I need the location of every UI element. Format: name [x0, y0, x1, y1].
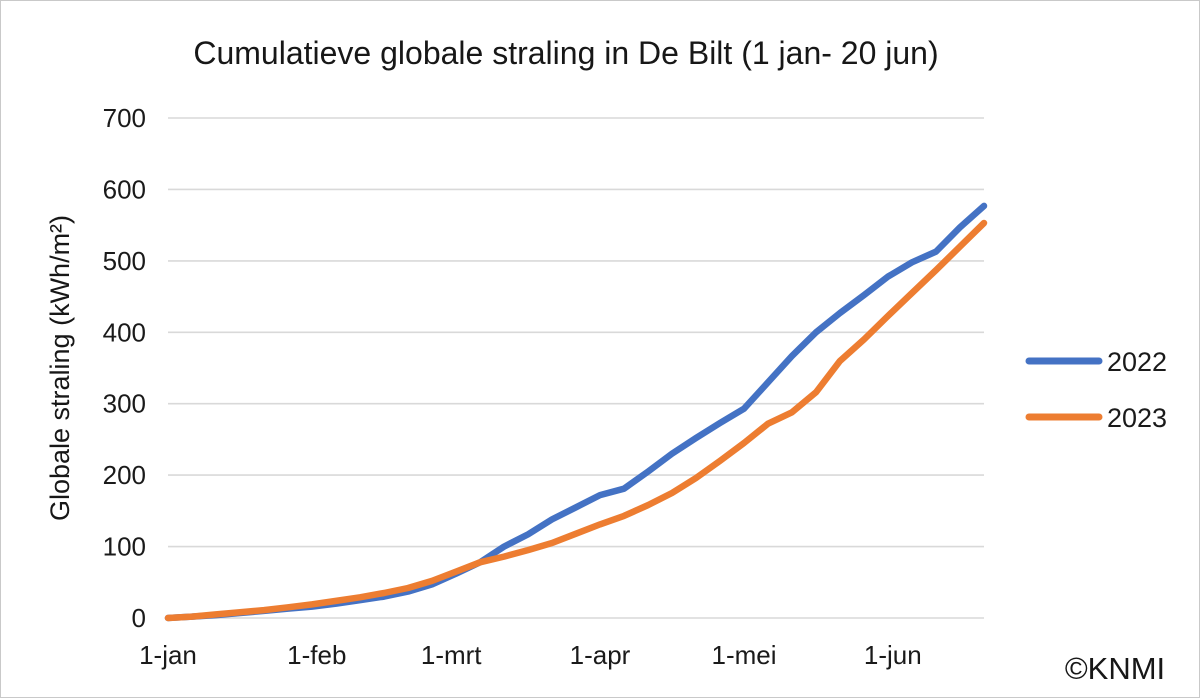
chart-title: Cumulatieve globale straling in De Bilt … — [193, 35, 938, 71]
y-tick-label: 400 — [103, 317, 146, 347]
x-tick-labels: 1-jan 1-feb 1-mrt 1-apr 1-mei 1-jun — [139, 640, 922, 670]
x-tick-label: 1-jun — [864, 640, 922, 670]
x-tick-label: 1-jan — [139, 640, 197, 670]
y-tick-label: 600 — [103, 174, 146, 204]
legend: 2022 2023 — [1025, 347, 1167, 433]
x-tick-label: 1-mei — [711, 640, 776, 670]
y-tick-labels: 0 100 200 300 400 500 600 700 — [103, 103, 146, 633]
gridlines — [168, 117, 984, 619]
series-line-2022 — [164, 202, 988, 622]
series-line-2023 — [164, 219, 988, 622]
y-tick-label: 700 — [103, 103, 146, 133]
y-tick-label: 300 — [103, 389, 146, 419]
credit-text: ©KNMI — [1065, 651, 1165, 686]
legend-label-2023: 2023 — [1107, 403, 1167, 433]
series-lines — [164, 202, 988, 622]
x-tick-label: 1-apr — [570, 640, 631, 670]
y-axis-title: Globale straling (kWh/m²) — [45, 215, 75, 521]
y-tick-label: 500 — [103, 246, 146, 276]
y-tick-label: 100 — [103, 532, 146, 562]
y-tick-label: 0 — [132, 603, 146, 633]
x-tick-label: 1-feb — [287, 640, 346, 670]
legend-label-2022: 2022 — [1107, 347, 1167, 377]
x-tick-label: 1-mrt — [421, 640, 482, 670]
y-tick-label: 200 — [103, 460, 146, 490]
